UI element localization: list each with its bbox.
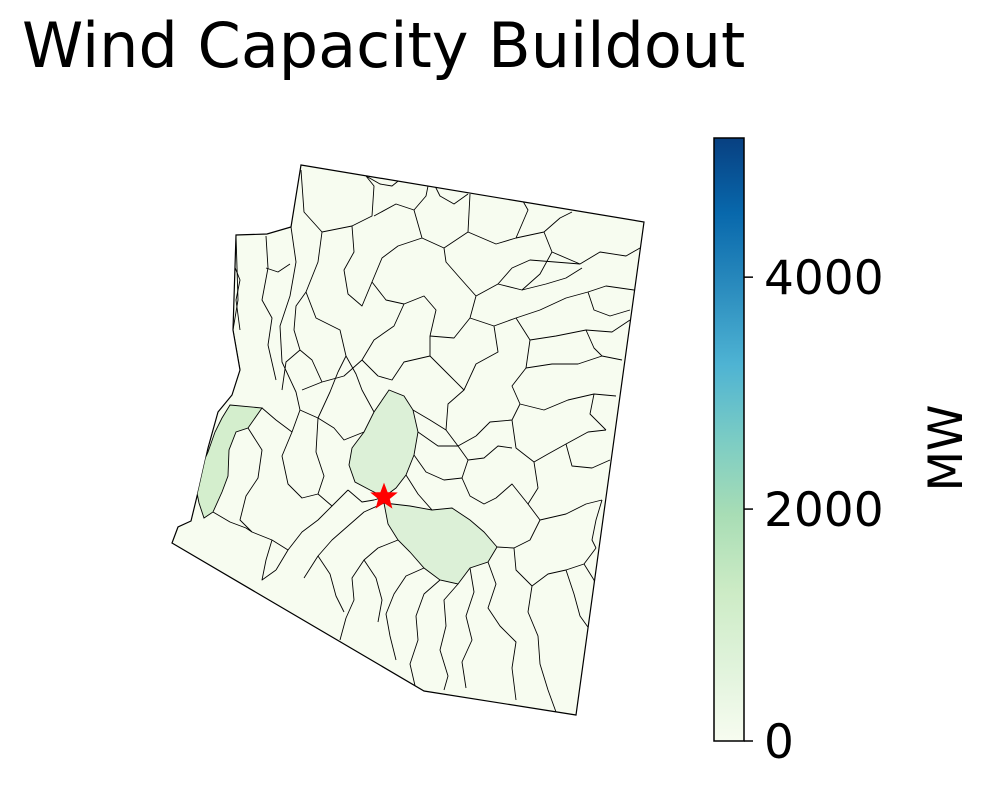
- colorbar-tick-label: 0: [764, 715, 794, 770]
- colorbar-ticks: 0 2000 4000: [744, 251, 884, 770]
- chart-title: Wind Capacity Buildout: [22, 9, 746, 82]
- region-layer: [195, 169, 641, 713]
- region-west-highlight: [195, 404, 263, 519]
- colorbar: 0 2000 4000 MW: [713, 137, 974, 770]
- colorbar-label: MW: [919, 404, 974, 491]
- location-star-marker: [370, 482, 398, 509]
- region-central-south-highlight: [383, 502, 498, 585]
- colorbar-gradient: [713, 137, 745, 742]
- colorbar-tick-label: 2000: [764, 483, 884, 538]
- colorbar-tick-label: 4000: [764, 251, 884, 306]
- region-boundaries: [212, 169, 641, 713]
